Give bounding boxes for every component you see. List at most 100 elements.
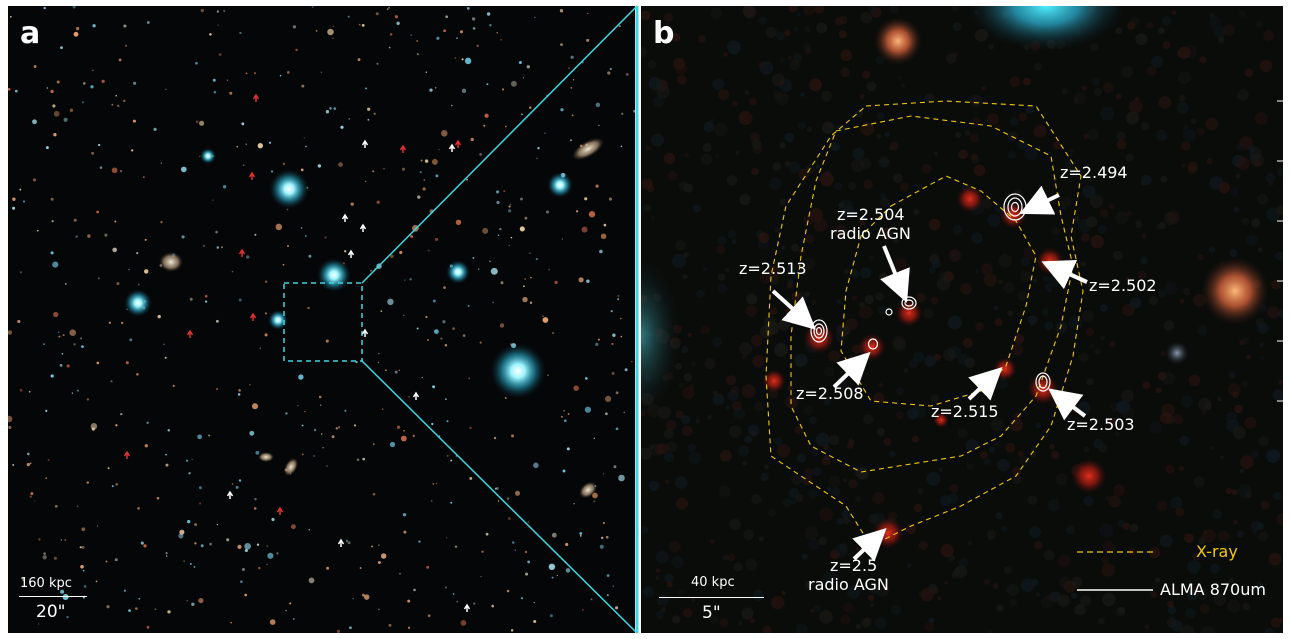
noise-blob (933, 151, 938, 156)
field-source (416, 53, 419, 56)
noise-blob (1090, 235, 1104, 249)
noise-blob (893, 258, 908, 272)
field-source (123, 99, 126, 103)
noise-blob (1277, 309, 1283, 318)
field-source (536, 157, 538, 160)
noise-blob (842, 478, 848, 483)
noise-blob (987, 629, 993, 633)
field-source (537, 146, 540, 150)
noise-blob (1027, 495, 1038, 505)
field-source (73, 31, 79, 37)
noise-blob (1121, 65, 1134, 78)
field-source (32, 178, 37, 182)
noise-blob (1115, 431, 1121, 437)
noise-blob (784, 160, 791, 167)
field-source (451, 104, 453, 107)
field-source (239, 31, 242, 35)
noise-blob (1276, 204, 1283, 216)
noise-blob (951, 253, 957, 259)
member-marker (361, 328, 369, 337)
noise-blob (868, 594, 875, 602)
field-source (96, 210, 99, 214)
field-source (431, 158, 438, 165)
field-source (454, 57, 456, 59)
field-source (398, 369, 400, 371)
noise-blob (710, 7, 723, 19)
field-source (198, 598, 204, 604)
noise-blob (796, 623, 808, 633)
bright-star (269, 169, 309, 209)
noise-blob (722, 554, 729, 561)
field-source (581, 61, 584, 64)
noise-blob (1259, 342, 1264, 348)
field-source (164, 356, 167, 359)
field-source (45, 477, 48, 479)
noise-blob (643, 204, 651, 212)
noise-blob (957, 428, 968, 439)
field-source (620, 145, 623, 148)
field-source (435, 237, 439, 241)
field-source (69, 108, 74, 112)
noise-blob (727, 389, 739, 401)
noise-blob (660, 606, 667, 613)
field-source (620, 335, 623, 338)
noise-blob (827, 486, 832, 491)
field-source (504, 125, 507, 128)
noise-blob (962, 337, 973, 348)
noise-blob (677, 75, 687, 85)
field-source (471, 17, 476, 21)
field-source (412, 434, 415, 438)
field-source (297, 404, 299, 407)
noise-blob (751, 167, 760, 176)
field-source (37, 623, 40, 625)
field-source (313, 455, 315, 457)
noise-blob (935, 405, 940, 410)
noise-blob (1135, 220, 1143, 228)
field-source (381, 408, 384, 411)
field-source (270, 170, 274, 173)
noise-blob (1160, 175, 1168, 183)
noise-blob (687, 443, 697, 453)
field-source (420, 159, 423, 162)
noise-blob (785, 395, 798, 409)
noise-blob (841, 205, 855, 219)
field-source (286, 70, 290, 74)
noise-blob (861, 618, 871, 628)
member-marker (249, 312, 257, 321)
field-source (500, 38, 502, 41)
field-source (136, 251, 139, 255)
field-source (361, 24, 365, 27)
field-source (289, 602, 292, 605)
noise-blob (858, 305, 873, 319)
noise-blob (1241, 380, 1248, 388)
field-source (333, 107, 337, 110)
field-source (8, 330, 13, 335)
noise-blob (951, 6, 959, 12)
field-source (529, 301, 533, 304)
field-source (551, 532, 557, 538)
noise-blob (1187, 164, 1198, 175)
noise-blob (965, 439, 979, 452)
noise-blob (1227, 599, 1241, 613)
noise-blob (1069, 148, 1074, 154)
noise-blob (1256, 522, 1265, 530)
field-source (455, 455, 458, 457)
noise-blob (958, 558, 968, 568)
noise-blob (995, 512, 1003, 520)
field-source (612, 333, 616, 337)
noise-blob (876, 112, 885, 120)
field-source (433, 329, 439, 335)
noise-blob (1176, 101, 1189, 115)
field-source (378, 352, 380, 355)
field-source (43, 552, 46, 555)
noise-blob (899, 182, 909, 192)
field-source (410, 34, 412, 36)
field-source (464, 57, 472, 65)
field-source (599, 249, 603, 254)
field-source (325, 339, 329, 343)
field-source (185, 459, 189, 462)
field-source (52, 261, 59, 268)
field-source (276, 552, 279, 555)
noise-blob (1081, 233, 1090, 242)
noise-blob (758, 16, 767, 25)
